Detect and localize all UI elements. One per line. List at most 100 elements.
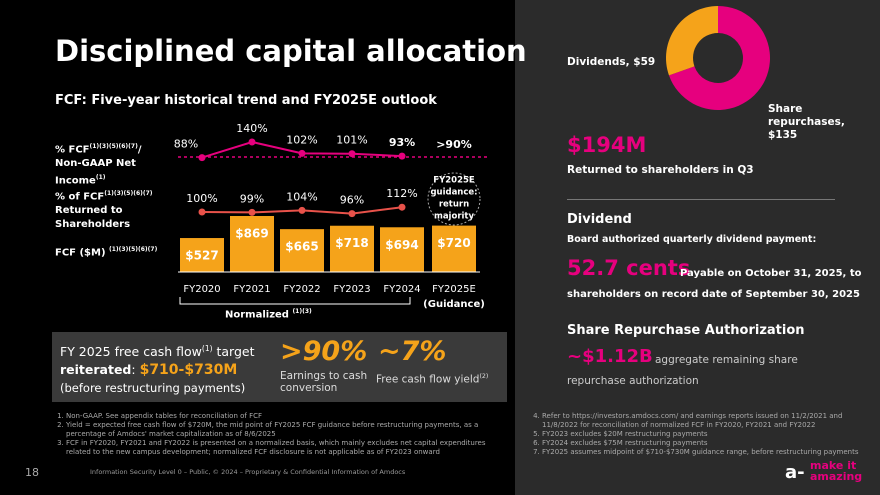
footnote: Non-GAAP. See appendix tables for reconc…: [66, 412, 492, 421]
bar-label: $718: [335, 236, 368, 250]
footnote: FY2024 excludes $75M restructuring payme…: [542, 439, 868, 448]
section-title: Share Repurchase Authorization: [567, 323, 805, 338]
bar: [330, 225, 374, 272]
point: [198, 208, 206, 216]
dividend-value: 52.7 cents: [567, 256, 691, 280]
repurchase-value: ~$1.12B: [567, 346, 653, 367]
label-part: FCF ($M): [55, 247, 110, 259]
section-title: Dividend: [567, 212, 632, 227]
bar-label: $527: [185, 249, 218, 263]
bar-label: $665: [285, 240, 318, 254]
guidance-text: guidance:: [430, 188, 477, 198]
text: reiterated: [60, 362, 132, 378]
bar: [380, 227, 424, 272]
page-number: 18: [25, 466, 39, 479]
text: target: [212, 344, 255, 360]
point-label: 102%: [286, 133, 317, 146]
row-label: % FCF(1)(3)(5)(6)(7)/ Non-GAAP Net Incom…: [55, 140, 141, 189]
x-tick-label: FY2024: [383, 284, 420, 295]
text: make it: [810, 459, 857, 472]
label-part: Shareholders: [55, 219, 131, 231]
point: [198, 154, 206, 162]
text: $710-$730M: [139, 362, 238, 379]
x-tick-label: FY2022: [283, 284, 320, 295]
guidance-note: (Guidance): [423, 299, 485, 310]
point-label: 101%: [336, 134, 367, 147]
footnote: FCF in FY2020, FY2021 and FY2022 is pres…: [66, 439, 492, 457]
row-label: FCF ($M) (1)(3)(5)(6)(7): [55, 246, 157, 258]
charts: $527 FY2020 $869 FY2021 $665 FY2022 $718 FY2023…: [174, 6, 770, 310]
footnote: Refer to https://investors.amdocs.com/ a…: [542, 412, 868, 430]
guidance-circle: [427, 172, 481, 226]
label-part: Non-GAAP Net: [55, 158, 136, 170]
label-part: Income: [55, 175, 96, 187]
label-sup: (1)(3)(5)(6)(7): [104, 190, 153, 197]
point: [248, 208, 256, 216]
text: amazing: [810, 470, 863, 483]
point-label: 112%: [386, 187, 417, 200]
point-label: 100%: [186, 192, 217, 205]
point: [398, 203, 406, 211]
text: (before restructuring payments): [60, 381, 246, 396]
pie-slice: [668, 6, 770, 110]
label-sup: (1)(3): [292, 308, 312, 315]
point: [348, 150, 356, 158]
x-tick-label: FY2020: [183, 284, 220, 295]
bar-label: $869: [235, 227, 268, 241]
total: $194M: [567, 133, 647, 157]
point-label: 93%: [389, 136, 415, 149]
guidance-text: FY2025E: [433, 176, 475, 186]
total-label: Returned to shareholders in Q3: [567, 164, 754, 176]
dividend-text: shareholders on record date of September…: [567, 289, 860, 300]
bar: [230, 216, 274, 272]
dividend-text: Payable on October 31, 2025, to: [680, 268, 862, 279]
point: [398, 152, 406, 160]
guidance-text: return: [439, 200, 469, 210]
footnote: FY2023 excludes $20M restructuring payme…: [542, 430, 868, 439]
section-sub: Board authorized quarterly dividend paym…: [567, 234, 817, 245]
kpi-value: ~7%: [378, 336, 447, 367]
label-sup: (1): [95, 174, 106, 182]
text: :: [131, 362, 140, 378]
point-label: 96%: [340, 194, 364, 207]
footnotes-right: Refer to https://investors.amdocs.com/ a…: [528, 412, 868, 457]
guidance-label: >90%: [436, 138, 472, 151]
point: [248, 138, 256, 146]
label-part: % of FCF: [55, 191, 105, 203]
target-box: [52, 332, 507, 402]
label-part: /: [137, 144, 142, 156]
point-label: 88%: [174, 138, 198, 151]
point-label: 140%: [236, 122, 267, 135]
pie-label: Dividends, $59: [567, 56, 656, 68]
sup: (2): [479, 373, 489, 380]
footnote: Yield = expected free cash flow of $720M…: [66, 421, 492, 439]
repurchase-text: repurchase authorization: [567, 375, 699, 387]
label-sup: (1)(3)(5)(6)(7): [89, 143, 138, 150]
kpi-label: Free cash flow yield(2): [376, 373, 488, 386]
repurchase-text: aggregate remaining share: [655, 354, 798, 366]
point: [298, 149, 306, 157]
guidance-text: majority: [434, 212, 475, 222]
pie-label: Share repurchases, $135: [768, 103, 845, 141]
x-tick-label: FY2023: [333, 284, 370, 295]
point: [348, 210, 356, 218]
pie-slice: [666, 6, 718, 76]
target-text: FY 2025 free cash flow(1) target reitera…: [60, 340, 255, 397]
bar-label: $694: [385, 238, 418, 252]
bar: [180, 238, 224, 272]
x-tick-label: FY2021: [233, 284, 270, 295]
title: Disciplined capital allocation: [55, 34, 527, 68]
subtitle: FCF: Five-year historical trend and FY20…: [55, 93, 437, 108]
bracket-label: Normalized (1)(3): [225, 308, 312, 320]
sup: (1): [201, 344, 213, 353]
bar: [432, 225, 476, 272]
footnote: FY2025 assumes midpoint of $710-$730M gu…: [542, 448, 868, 457]
label-sup: (1)(3)(5)(6)(7): [109, 246, 158, 253]
bar-label: $720: [437, 236, 470, 250]
label-part: Normalized: [225, 309, 293, 321]
kpi-value: >90%: [280, 336, 368, 367]
label-part: Returned to: [55, 205, 123, 217]
footer-text: Information Security Level 0 – Public, ©…: [90, 468, 406, 476]
point-label: 99%: [240, 192, 264, 205]
